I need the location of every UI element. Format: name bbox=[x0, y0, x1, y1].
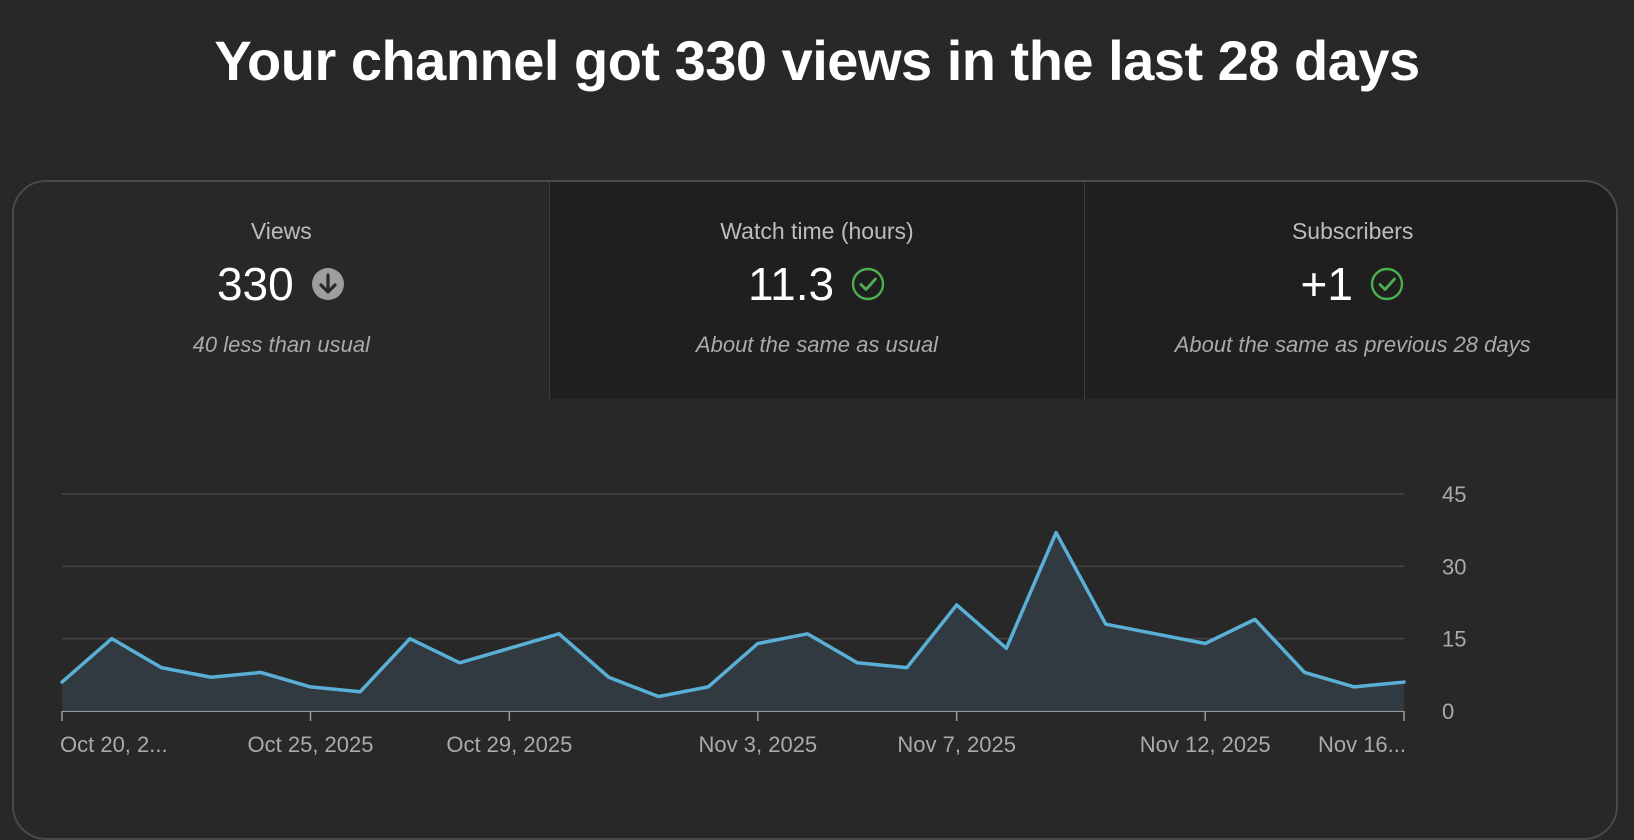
arrow-down-circle-icon bbox=[310, 266, 346, 302]
check-circle-icon bbox=[1369, 266, 1405, 302]
tab-subscribers[interactable]: Subscribers +1 About the same as previou… bbox=[1084, 182, 1618, 399]
tab-note: About the same as previous 28 days bbox=[1085, 330, 1618, 360]
tab-views[interactable]: Views 330 40 less than usual bbox=[14, 182, 549, 399]
x-tick-label: Nov 16... bbox=[1318, 732, 1406, 757]
x-tick-label: Oct 20, 2... bbox=[60, 732, 168, 757]
x-tick-label: Nov 3, 2025 bbox=[699, 732, 818, 757]
y-tick-label: 15 bbox=[1442, 627, 1466, 652]
tab-label: Subscribers bbox=[1085, 216, 1618, 246]
metrics-card: Views 330 40 less than usual Watch time … bbox=[12, 180, 1618, 840]
tab-note: About the same as usual bbox=[550, 330, 1085, 360]
tab-watch-time[interactable]: Watch time (hours) 11.3 About the same a… bbox=[549, 182, 1085, 399]
check-circle-icon bbox=[850, 266, 886, 302]
y-tick-label: 0 bbox=[1442, 699, 1454, 724]
page-headline: Your channel got 330 views in the last 2… bbox=[0, 28, 1634, 93]
tab-label: Watch time (hours) bbox=[550, 216, 1085, 246]
views-chart: 0 15 30 45 Oct 20, 2... Oct 25, 2025 Oct 29, 2… bbox=[14, 399, 1618, 840]
x-tick-label: Oct 25, 2025 bbox=[248, 732, 374, 757]
metric-tabs: Views 330 40 less than usual Watch time … bbox=[14, 182, 1618, 399]
y-tick-label: 45 bbox=[1442, 482, 1466, 507]
tab-note: 40 less than usual bbox=[14, 330, 549, 360]
x-tick-label: Oct 29, 2025 bbox=[446, 732, 572, 757]
views-area bbox=[62, 533, 1404, 711]
x-tick-label: Nov 7, 2025 bbox=[897, 732, 1016, 757]
views-chart-svg: 0 15 30 45 Oct 20, 2... Oct 25, 2025 Oct 29, 2… bbox=[14, 399, 1618, 840]
y-tick-label: 30 bbox=[1442, 554, 1466, 579]
x-tick-label: Nov 12, 2025 bbox=[1140, 732, 1271, 757]
tab-value: 330 bbox=[217, 256, 294, 312]
tab-value: +1 bbox=[1300, 256, 1352, 312]
tab-label: Views bbox=[14, 216, 549, 246]
tab-value: 11.3 bbox=[748, 256, 834, 312]
